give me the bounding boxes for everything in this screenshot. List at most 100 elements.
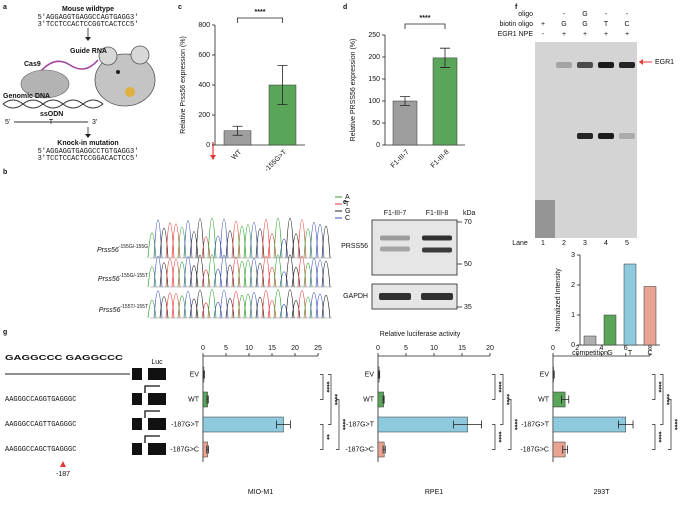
tss-arrow [144,410,160,418]
y-tick-label: 200 [368,54,380,61]
trace-peak [291,266,301,288]
trace-peak [207,254,217,288]
panel-letter: b [3,169,7,176]
luc [148,393,166,405]
cell: C [624,21,629,28]
x-tick-label: 10 [430,345,438,352]
trace-peak [159,227,169,259]
y-tick-label: -187G>C [170,446,199,453]
gel-band [619,62,635,68]
sequence: 5'AGGAGGTGAGGCCAGTGAGG3' [38,14,139,22]
guide-label: Guide RNA [70,48,107,55]
band [422,247,452,253]
y-tick-label: 0 [376,142,380,149]
trace-peak [165,258,175,288]
x-tick-label: 25 [314,345,322,352]
cell: - [563,11,566,18]
arrow-head [639,59,643,65]
x-tick-label: WT [231,148,244,161]
unit-label: kDa [463,210,476,217]
promoter [132,393,142,405]
gel-band [598,133,614,139]
sequence: AAGGGCCAGTTGAGGGC [5,421,76,429]
genotype: -155G/-155T [120,273,148,279]
y-tick-label: 250 [368,32,380,39]
cell: T [604,21,609,28]
guide-rna [39,59,99,73]
bar [432,57,458,146]
trace-peak [243,293,253,319]
cell: + [583,31,587,38]
trace-peak [177,226,187,259]
gel-band [556,62,572,68]
lane-number: 3 [583,240,587,247]
lane-label: F1-III-7 [384,210,407,217]
x-tick-label: 0 [201,345,205,352]
x-tick-label: 20 [291,345,299,352]
arrow-head [85,37,91,41]
protein-label: PRSS56 [341,243,368,250]
sig-bracket [320,374,324,400]
tss-arrow [144,385,160,393]
trace-peak [177,295,187,319]
y-tick-label: EV [365,371,375,378]
sequence: 3'TCCTCCACTCCGGACACTCC5' [38,155,139,163]
sequence: 5'AGGAGGTGAGGCCTGTGAGG3' [38,148,139,156]
trace-peak [279,271,289,288]
cell: + [604,31,608,38]
significance: **** [671,419,678,430]
legend-label: G [345,208,350,215]
x-tick-label: 15 [458,345,466,352]
gel-band [619,133,635,139]
y-axis-label: Relative PRSS56 expression (%) [350,39,357,142]
trace-peak [291,233,301,259]
y-tick-label: -187G>T [346,421,375,428]
trace-peak [243,224,253,259]
trace-peak [309,292,319,319]
y-tick-label: WT [363,396,375,403]
trace-peak [237,225,247,259]
trace-peak [201,236,211,259]
genotype-label: Prss56-155T/-155T [99,304,148,314]
error-bar [400,96,410,106]
tss-arrow [144,435,160,443]
cell: - [542,31,545,38]
trace-peak [321,225,331,259]
x-tick-label: 4 [600,345,604,352]
error-bar [552,370,555,379]
trace-peak [171,223,181,259]
error-bar [232,125,243,136]
bar [583,335,597,346]
dna [2,99,104,109]
position-label: -187 [56,471,70,478]
error-bar [206,395,209,404]
y-tick-label: 200 [198,112,210,119]
trace-peak [189,298,199,319]
x-tick-label: 5 [224,345,228,352]
x-tick-label: 10 [245,345,253,352]
genotype-label: Prss56-155G/-155G [97,244,148,254]
band [380,246,410,252]
x-tick-label: F1-III-8 [430,149,451,170]
end-label: 5' [5,119,10,126]
sig-bracket [336,399,340,450]
sig-bracket [652,424,656,450]
cell: + [541,21,545,28]
legend-label: C [345,215,350,222]
promoter [132,418,142,430]
sequence: AAGGGCCAGCTGAGGGC [5,446,76,454]
trace-peak [171,293,181,319]
error-bar [562,445,568,454]
trace-peak [279,238,289,259]
heading: Knock-in mutation [57,140,118,147]
sig-bracket [652,374,656,400]
chart-title: 293T [594,489,611,496]
sig-bracket [404,23,446,29]
band [380,235,410,241]
trace-peak [147,266,157,288]
error-bar [378,370,381,379]
band [421,293,453,300]
lane-number: 4 [604,240,608,247]
trace-peak [183,291,193,319]
gel-smear [535,200,555,238]
